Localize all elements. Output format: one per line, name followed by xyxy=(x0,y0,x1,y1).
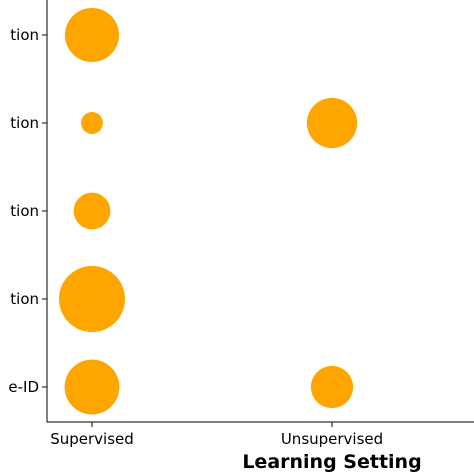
bubble-point xyxy=(306,97,358,149)
y-tick-label: e-ID xyxy=(8,378,39,396)
y-tick-label: tion xyxy=(10,290,39,308)
bubble-point xyxy=(64,359,120,415)
y-axis: tion tion tion tion e-ID xyxy=(8,26,47,396)
bubble-point xyxy=(81,112,103,134)
bubble-point xyxy=(59,266,125,332)
x-tick-label: Supervised xyxy=(50,430,134,448)
bubble-point xyxy=(73,192,111,230)
x-axis-title: Learning Setting xyxy=(242,451,421,473)
x-tick-label: Unsupervised xyxy=(281,430,383,448)
y-tick-label: tion xyxy=(10,114,39,132)
y-tick-label: tion xyxy=(10,202,39,220)
plot-frame xyxy=(46,0,474,423)
y-tick-label: tion xyxy=(10,26,39,44)
x-axis: Supervised Unsupervised xyxy=(50,422,383,448)
bubble-point xyxy=(64,7,120,63)
bubble-series xyxy=(59,7,358,415)
bubble-point xyxy=(310,365,354,409)
